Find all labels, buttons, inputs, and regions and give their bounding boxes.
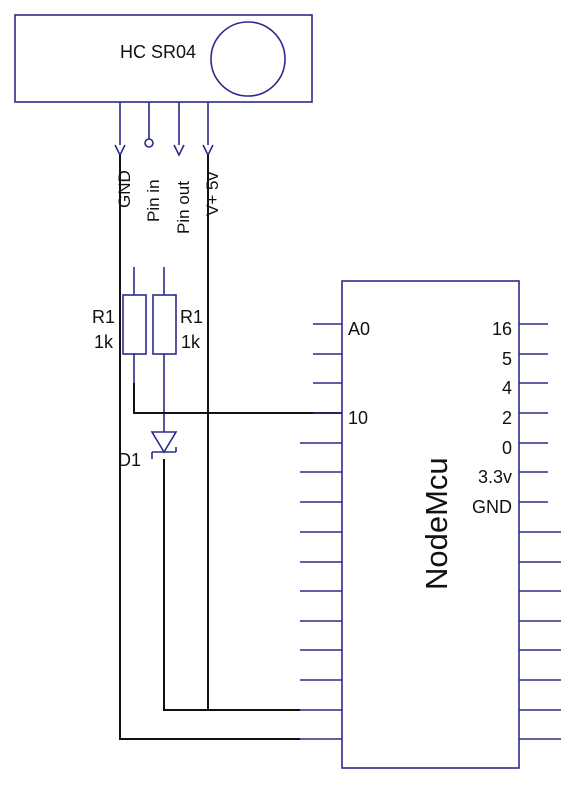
resistor-left: R1 1k [92, 267, 147, 383]
resistor-right: R1 1k [152, 267, 203, 383]
sensor-pins: GND Pin in Pin out V+ 5v [114, 102, 222, 234]
wire-gnd [119, 155, 300, 740]
pin-label-gnd: GND [115, 170, 134, 208]
sensor-pin-in: Pin in [144, 102, 163, 222]
pin-label-3v3: 3.3v [478, 467, 512, 487]
pin-label-10: 10 [348, 408, 368, 428]
resistor-left-value: 1k [94, 332, 114, 352]
resistor-right-name: R1 [180, 307, 203, 327]
pin-label-out: Pin out [174, 181, 193, 234]
pin-label-a0: A0 [348, 319, 370, 339]
pin-label-2: 2 [502, 408, 512, 428]
sensor-pin-gnd: GND [114, 102, 134, 208]
nodemcu-label: NodeMcu [419, 457, 454, 590]
nodemcu-board: NodeMcu [300, 280, 561, 769]
wire-diode [163, 459, 300, 711]
diode-label: D1 [118, 450, 141, 470]
pin-label-in: Pin in [144, 179, 163, 222]
sensor-transducer [210, 21, 286, 97]
nodemcu-right-pins [519, 323, 561, 740]
diode-d1: D1 [118, 383, 178, 470]
sensor-body [14, 14, 313, 103]
nodemcu-left-pins [300, 323, 342, 740]
sensor-label: HC SR04 [120, 42, 196, 62]
pin-label-vcc: V+ 5v [203, 172, 222, 216]
hc-sr04-module: HC SR04 [14, 14, 313, 103]
pin-label-0: 0 [502, 438, 512, 458]
pin-label-4: 4 [502, 378, 512, 398]
sensor-pin-out: Pin out [173, 102, 193, 234]
resistor-left-name: R1 [92, 307, 115, 327]
wires [119, 155, 342, 740]
pin-label-gnd-mcu: GND [472, 497, 512, 517]
sensor-pin-vcc: V+ 5v [202, 102, 222, 216]
pin-label-5: 5 [502, 349, 512, 369]
resistor-right-value: 1k [181, 332, 201, 352]
pin-label-16: 16 [492, 319, 512, 339]
wire-pin10 [133, 383, 342, 414]
nodemcu-body [341, 280, 520, 769]
